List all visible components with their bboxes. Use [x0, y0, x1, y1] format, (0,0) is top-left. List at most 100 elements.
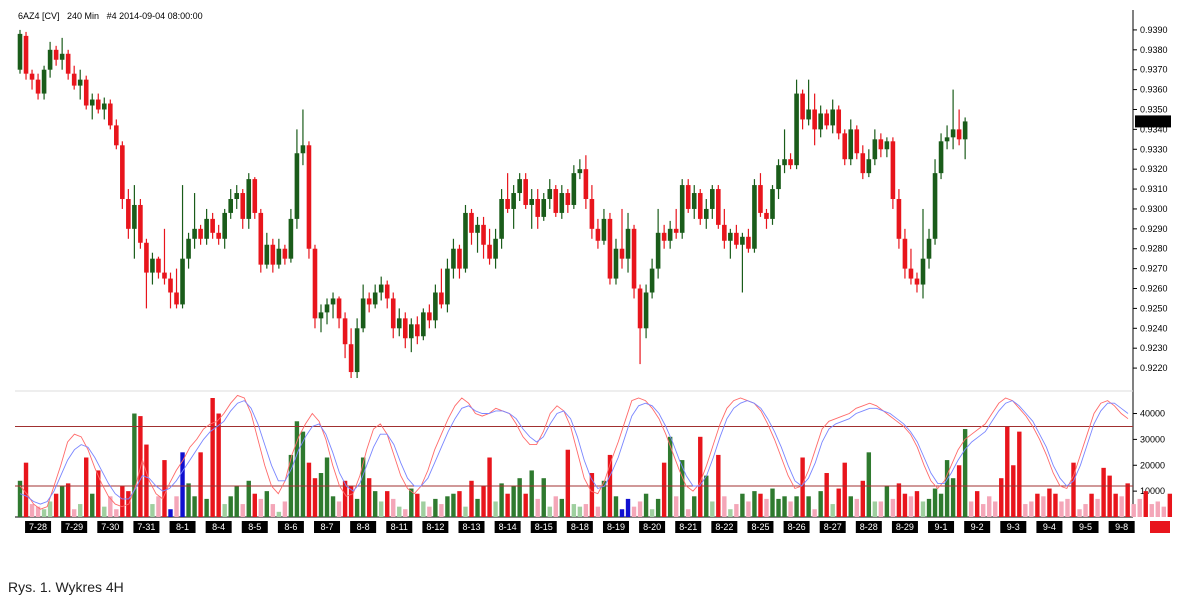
candle-down	[800, 93, 805, 120]
volume-bar	[968, 501, 974, 517]
volume-bar	[1089, 493, 1094, 517]
candle-up	[782, 159, 787, 166]
figure-caption: Rys. 1. Wykres 4H	[8, 579, 124, 595]
candle-up	[294, 153, 300, 219]
volume-bar	[174, 496, 179, 517]
candle-down	[71, 73, 77, 86]
volume-bar	[360, 457, 366, 517]
candle-up	[445, 268, 450, 305]
date-label-bg	[819, 521, 846, 533]
volume-bar	[956, 465, 962, 517]
date-label-bg	[350, 521, 377, 533]
volume-bar	[589, 473, 595, 517]
candle-down	[758, 185, 763, 213]
volume-bar	[102, 506, 107, 517]
date-label-bg	[314, 521, 341, 533]
candle-up	[204, 218, 209, 239]
candle-up	[830, 109, 835, 126]
candle-up	[451, 248, 456, 269]
volume-bar	[192, 496, 197, 517]
candle-up	[222, 212, 227, 239]
price-tick-label: 0.9280	[1140, 244, 1168, 254]
candle-down	[595, 228, 601, 241]
candle-down	[108, 103, 113, 126]
volume-bar	[1059, 501, 1064, 517]
candle-up	[541, 199, 547, 217]
volume-bar	[342, 480, 348, 517]
candle-up	[276, 248, 282, 265]
date-label-bg	[928, 521, 955, 533]
candle-up	[691, 193, 697, 209]
date-label: 9-8	[1115, 522, 1128, 532]
volume-bar	[246, 480, 251, 517]
date-label-bg	[205, 521, 232, 533]
candle-up	[330, 298, 336, 305]
volume-bar	[710, 501, 715, 517]
volume-bar	[902, 493, 908, 517]
last-price-label: 0.9344	[1138, 116, 1166, 126]
candle-down	[607, 218, 613, 279]
price-tick-label: 0.9230	[1140, 343, 1168, 353]
candle-down	[631, 228, 637, 289]
volume-bar	[132, 413, 137, 517]
candle-down	[523, 179, 528, 205]
candle-up	[740, 236, 745, 245]
volume-bar	[686, 509, 691, 517]
volume-bar	[336, 501, 342, 517]
volume-bar	[1017, 431, 1022, 517]
candle-down	[240, 193, 246, 219]
volume-bar	[637, 501, 643, 517]
volume-bar	[451, 493, 456, 517]
candle-up	[770, 189, 775, 219]
candle-down	[788, 159, 793, 166]
volume-bar	[704, 475, 709, 517]
candle-up	[463, 212, 468, 269]
date-label-bg	[494, 521, 521, 533]
candle-down	[890, 141, 896, 199]
volume-bar	[673, 496, 679, 517]
price-tick-label: 0.9250	[1140, 303, 1168, 313]
volume-bar	[1005, 426, 1010, 517]
candle-down	[842, 133, 848, 160]
volume-bar	[469, 480, 474, 517]
candle-up	[794, 93, 799, 166]
volume-bar	[511, 485, 516, 517]
volume-bar	[324, 457, 330, 517]
volume-bar	[890, 498, 896, 517]
date-label: 7-31	[137, 522, 155, 532]
candle-down	[216, 232, 221, 239]
candle-up	[866, 159, 872, 174]
volume-bar	[294, 421, 300, 517]
candle-up	[288, 218, 294, 259]
date-label: 7-29	[65, 522, 83, 532]
volume-bar	[794, 496, 799, 517]
volume-tick-label: 30000	[1140, 434, 1165, 444]
volume-bar	[318, 473, 324, 517]
candle-up	[559, 193, 565, 213]
date-label-bg	[386, 521, 413, 533]
candle-up	[511, 193, 516, 209]
volume-bar	[108, 496, 113, 517]
candle-up	[354, 328, 360, 373]
date-label: 7-30	[101, 522, 119, 532]
candle-down	[583, 169, 589, 199]
volume-bar	[180, 452, 185, 517]
volume-bar	[962, 429, 968, 517]
volume-bar	[746, 501, 751, 517]
candle-down	[35, 79, 41, 94]
date-label: 8-6	[284, 522, 297, 532]
volume-bar	[59, 485, 65, 517]
volume-bar	[1113, 493, 1118, 517]
candle-down	[390, 298, 396, 329]
date-label: 8-15	[535, 522, 553, 532]
candle-up	[752, 185, 757, 249]
volume-bar	[981, 504, 986, 517]
candle-down	[902, 238, 908, 269]
volume-bar	[1143, 491, 1148, 517]
candle-up	[234, 193, 240, 199]
candle-down	[673, 228, 679, 233]
volume-bar	[667, 436, 673, 517]
date-label-bg	[458, 521, 485, 533]
candle-up	[396, 318, 402, 329]
date-label: 8-26	[788, 522, 806, 532]
